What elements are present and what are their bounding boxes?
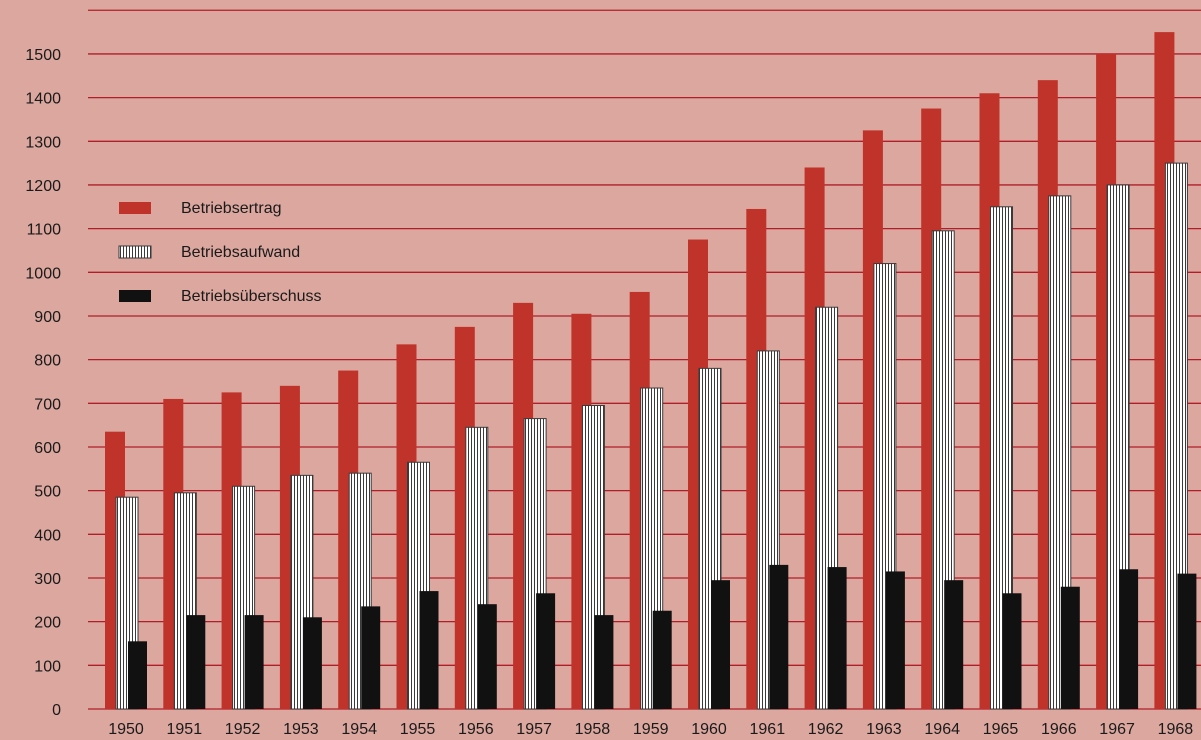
x-tick-label: 1950: [108, 721, 144, 738]
legend-swatch: [119, 202, 151, 214]
y-tick-label: 0: [52, 702, 61, 719]
x-axis: 1950 1951 1952 1953 1954 1955 1956 1957 1958 1959…: [108, 721, 1193, 738]
legend-label: Betriebsaufwand: [181, 244, 300, 261]
bar-betriebsueberschuss: [769, 564, 789, 709]
bar-betriebsueberschuss: [594, 615, 614, 709]
x-tick-label: 1961: [750, 721, 786, 738]
bars: [105, 32, 1197, 710]
x-tick-label: 1956: [458, 721, 494, 738]
y-tick-label: 200: [34, 615, 61, 632]
bar-betriebsueberschuss: [419, 591, 439, 709]
bar-betriebsueberschuss: [1119, 569, 1139, 709]
y-tick-label: 700: [34, 396, 61, 413]
x-tick-label: 1955: [400, 721, 436, 738]
y-tick-label: 1100: [27, 222, 62, 239]
bar-betriebsaufwand: [1048, 195, 1072, 710]
x-tick-label: 1965: [983, 721, 1019, 738]
bar-betriebsueberschuss: [885, 571, 905, 709]
y-tick-label: 400: [34, 527, 61, 544]
legend-label: Betriebsertrag: [181, 200, 282, 217]
bar-betriebsueberschuss: [1177, 573, 1197, 709]
bar-betriebsueberschuss: [944, 580, 964, 709]
y-tick-label: 300: [34, 571, 61, 588]
bar-betriebsueberschuss: [186, 615, 206, 709]
bar-betriebsueberschuss: [244, 615, 264, 709]
y-tick-label: 1400: [25, 91, 61, 108]
bar-betriebsueberschuss: [711, 580, 730, 709]
x-tick-label: 1958: [575, 721, 611, 738]
y-tick-label: 1000: [25, 265, 61, 282]
bar-betriebsueberschuss: [128, 641, 147, 709]
x-tick-label: 1964: [924, 721, 960, 738]
y-tick-label: 800: [34, 353, 61, 370]
bar-betriebsueberschuss: [827, 567, 847, 709]
x-tick-label: 1952: [225, 721, 261, 738]
x-tick-label: 1957: [516, 721, 552, 738]
x-tick-label: 1963: [866, 721, 902, 738]
x-tick-label: 1966: [1041, 721, 1077, 738]
y-tick-label: 100: [34, 658, 61, 675]
legend-swatch: [118, 245, 152, 259]
bar-betriebsueberschuss: [536, 593, 556, 709]
y-tick-label: 900: [34, 309, 61, 326]
x-tick-label: 1954: [341, 721, 377, 738]
bar-betriebsueberschuss: [1060, 586, 1080, 709]
bar-betriebsueberschuss: [361, 606, 381, 709]
bar-betriebsueberschuss: [477, 604, 497, 709]
legend-swatch: [119, 290, 151, 302]
legend-label: Betriebsüberschuss: [181, 288, 322, 305]
y-tick-label: 600: [34, 440, 61, 457]
y-tick-label: 1500: [25, 47, 61, 64]
y-axis: 0 100 200 300 400 500 600 700 800 900 1000 1100 1200…: [25, 47, 61, 719]
bar-betriebsueberschuss: [1002, 593, 1022, 709]
bar-betriebsueberschuss: [302, 617, 322, 709]
x-tick-label: 1959: [633, 721, 669, 738]
x-tick-label: 1960: [691, 721, 727, 738]
y-tick-label: 1200: [25, 178, 61, 195]
y-tick-label: 1300: [25, 134, 61, 151]
bar-betriebsaufwand: [990, 206, 1013, 710]
bar-betriebsaufwand: [1164, 162, 1188, 710]
x-tick-label: 1953: [283, 721, 319, 738]
y-tick-label: 500: [34, 484, 61, 501]
legend: Betriebsertrag Betriebsaufwand Betriebsübe…: [118, 200, 322, 305]
x-tick-label: 1968: [1158, 721, 1194, 738]
x-tick-label: 1967: [1099, 721, 1135, 738]
x-tick-label: 1951: [167, 721, 203, 738]
bar-betriebsueberschuss: [652, 610, 672, 709]
x-tick-label: 1962: [808, 721, 844, 738]
